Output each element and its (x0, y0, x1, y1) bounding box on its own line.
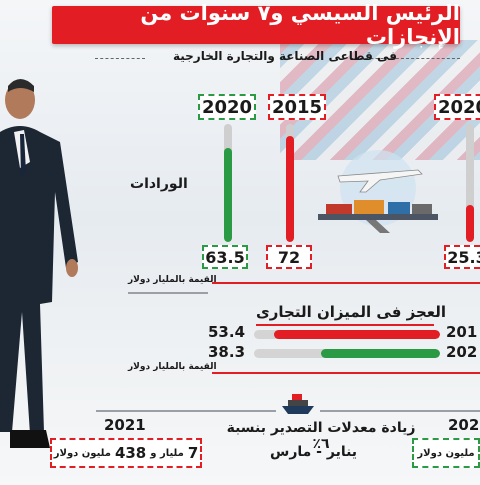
imports-bar-track-2 (286, 124, 294, 242)
deficit-year-2: 202 (446, 343, 478, 361)
deficit-bar-1 (274, 330, 440, 339)
subtitle-divider-right (350, 58, 460, 59)
deficit-bar-track-2 (254, 349, 440, 358)
page-title: الرئيس السيسي و٧ سنوات من الإنجازات (52, 1, 460, 49)
imports-bar-2 (286, 135, 294, 242)
exports-right-year: 202 (448, 416, 480, 434)
exports-left-value-d: مليون دولار (53, 447, 111, 459)
imports-bar-track-1 (224, 124, 232, 242)
imports-label: الورادات (130, 176, 188, 192)
exports-left-value-b: مليار و (150, 447, 184, 459)
imports-bar-1 (224, 148, 232, 242)
exports-left-value-box: 7 مليار و 438 مليون دولار (50, 438, 202, 468)
ship-icon (282, 394, 314, 414)
deficit-bar-track-1 (254, 330, 440, 339)
president-figure (0, 79, 78, 448)
deficit-value-2: 38.3 (208, 343, 246, 361)
exports-left-value-a: 7 (187, 444, 199, 462)
page-subtitle: فى قطاعى الصناعة والتجارة الخارجية (172, 49, 398, 63)
deficit-year-1: 201 (446, 323, 478, 341)
deficit-underline (212, 372, 480, 374)
exports-divider-left (96, 410, 276, 412)
imports-value-1: 63.5 (202, 245, 248, 269)
deficit-bar-2 (321, 349, 440, 358)
imports-year-1: 2020 (198, 94, 256, 120)
exports-left-year: 2021 (104, 416, 146, 434)
exports-right-value: مليون دولار (417, 447, 475, 459)
exports-left-value-c: 438 (114, 444, 147, 462)
imports-bar-3 (466, 204, 474, 242)
deficit-unit-label: القيمة بالمليار دولار (128, 362, 217, 372)
imports-value-2: 72 (266, 245, 312, 269)
trade-transport-illustration (318, 150, 438, 233)
deficit-value-1: 53.4 (208, 323, 246, 341)
exports-right-value-box: مليون دولار (412, 438, 480, 468)
imports-unit-label: القيمة بالمليار دولار (128, 275, 217, 285)
deficit-label: العجز فى الميزان التجارى (256, 303, 446, 321)
imports-year-2: 2015 (268, 94, 326, 120)
imports-underline (212, 282, 480, 284)
exports-divider-right (320, 410, 480, 412)
imports-bar-track-3 (466, 124, 474, 242)
imports-underline-grey (128, 292, 208, 294)
imports-year-3: 2020 (434, 94, 480, 120)
imports-value-3: 25.3 (444, 245, 480, 269)
deficit-title-underline (256, 324, 434, 326)
exports-period: يناير - مارس (270, 444, 358, 460)
exports-headline: زيادة معدلات التصدير بنسبة ٦٪ (226, 420, 416, 452)
subtitle-divider-left (95, 58, 145, 59)
